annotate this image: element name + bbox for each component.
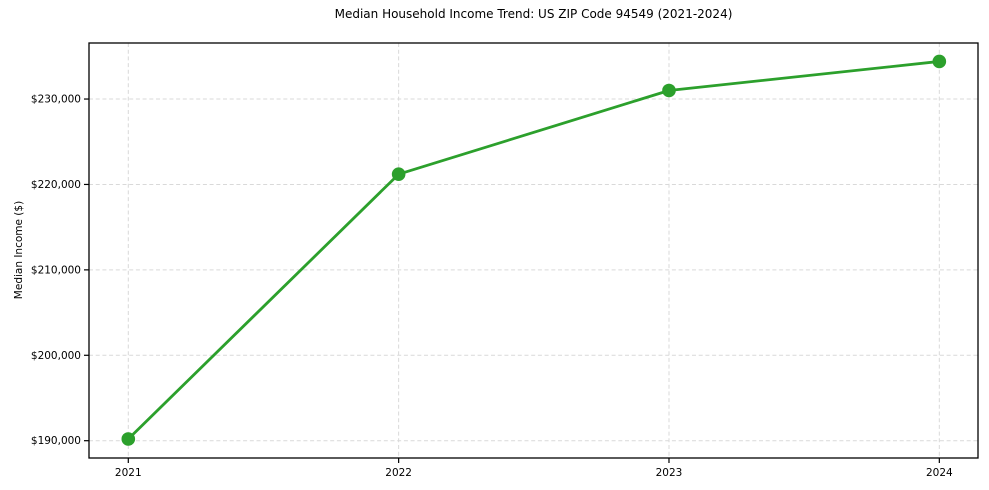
y-tick-label: $190,000	[31, 435, 81, 447]
data-point-2022	[391, 167, 406, 182]
x-tick-label: 2022	[385, 467, 412, 479]
y-tick-label: $220,000	[31, 179, 81, 191]
plot-border	[88, 42, 979, 459]
data-point-2021	[121, 432, 136, 446]
data-point-2024	[932, 54, 947, 69]
y-tick-label: $200,000	[31, 350, 81, 362]
trend-line	[126, 60, 941, 441]
y-tick-label: $210,000	[31, 264, 81, 276]
x-tick-label: 2023	[656, 467, 683, 479]
x-tick-label: 2024	[926, 467, 953, 479]
chart-title: Median Household Income Trend: US ZIP Co…	[334, 7, 733, 21]
data-point-2023	[662, 83, 676, 98]
y-tick-label: $230,000	[31, 94, 81, 106]
x-tick-label: 2021	[115, 467, 142, 479]
